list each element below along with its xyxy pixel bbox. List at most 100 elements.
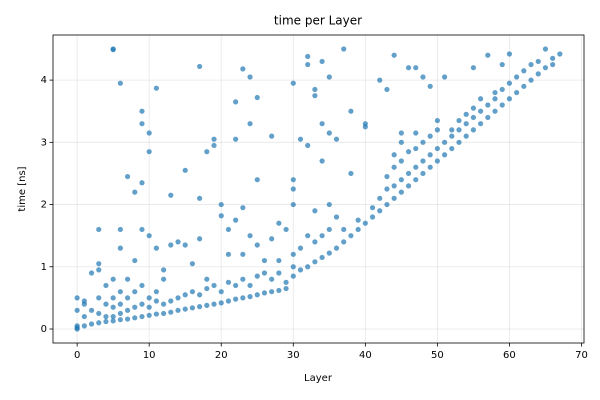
point (290, 186, 296, 192)
y-tick-label: 3 (41, 137, 47, 148)
point (441, 152, 448, 158)
points (74, 46, 563, 332)
point (153, 245, 159, 251)
point (124, 295, 131, 301)
point (398, 177, 404, 183)
point (384, 86, 390, 93)
point (124, 316, 131, 322)
point (168, 309, 174, 315)
point (139, 226, 145, 233)
point (405, 170, 412, 177)
point (269, 276, 275, 282)
point (110, 276, 116, 282)
point (305, 264, 311, 270)
point (290, 264, 296, 270)
point (146, 304, 152, 310)
point (103, 301, 109, 307)
point (146, 149, 152, 155)
y-tick-label: 0 (41, 324, 47, 335)
point (398, 189, 404, 195)
point (81, 323, 87, 329)
point (139, 180, 145, 186)
point (521, 68, 527, 74)
x-tick-label: 0 (74, 350, 80, 361)
point (204, 285, 210, 292)
point (297, 245, 304, 251)
point (413, 65, 419, 71)
point (117, 226, 123, 233)
point (124, 173, 131, 180)
point (542, 46, 549, 52)
x-tick-label: 40 (359, 350, 372, 361)
point (470, 127, 477, 133)
point (139, 108, 145, 114)
point (506, 51, 513, 57)
point (153, 85, 159, 91)
point (146, 312, 152, 318)
point (153, 298, 159, 304)
point (233, 99, 239, 105)
point (341, 226, 347, 233)
point (499, 61, 505, 68)
point (124, 276, 131, 282)
point (369, 205, 376, 211)
point (413, 145, 419, 152)
point (146, 295, 152, 301)
point (420, 139, 426, 145)
point (398, 158, 404, 164)
point (290, 201, 296, 208)
point (348, 108, 354, 114)
point (218, 201, 224, 208)
point (305, 142, 311, 149)
y-tick-label: 1 (41, 262, 47, 273)
point (283, 226, 289, 233)
point (456, 117, 462, 124)
point (326, 74, 332, 80)
point (276, 257, 282, 264)
point (535, 71, 541, 77)
point (326, 250, 332, 256)
point (269, 133, 275, 139)
point (276, 270, 282, 276)
point (535, 58, 541, 65)
point (233, 296, 239, 302)
point (377, 195, 383, 201)
point (283, 285, 289, 292)
point (528, 77, 534, 83)
point (398, 139, 404, 145)
point (225, 226, 232, 233)
point (218, 289, 224, 295)
point (74, 295, 80, 301)
point (506, 80, 513, 86)
point (528, 61, 534, 68)
point (103, 282, 109, 289)
point (110, 318, 116, 324)
point (254, 242, 260, 248)
point (384, 173, 390, 180)
point (499, 86, 505, 93)
point (139, 282, 145, 289)
point (197, 304, 203, 310)
y-axis-label: time [ns] (17, 166, 28, 211)
point (506, 96, 513, 102)
point (117, 317, 123, 323)
point (463, 111, 469, 117)
point (88, 270, 95, 276)
point (240, 276, 246, 282)
point (405, 149, 412, 155)
point (434, 145, 440, 152)
point (333, 136, 340, 142)
point (175, 295, 181, 301)
point (197, 236, 203, 242)
point (290, 177, 296, 183)
x-tick-label: 50 (431, 350, 444, 361)
point (499, 102, 505, 108)
x-tick-label: 10 (143, 350, 156, 361)
point (485, 114, 491, 121)
point (254, 94, 260, 101)
y-tick-label: 4 (41, 75, 47, 86)
point (391, 152, 397, 158)
point (110, 47, 116, 53)
